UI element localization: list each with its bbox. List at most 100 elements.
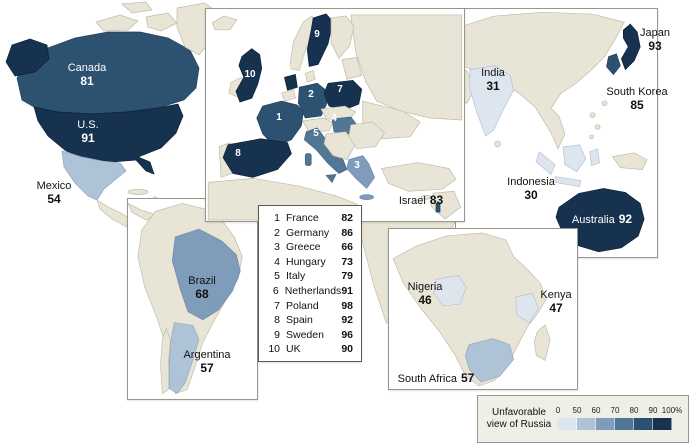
country-japan [620, 23, 641, 71]
europe-ranking-list: 1 France 82 2 Germany 86 3 Greece 66 4 Hungary 7… [258, 205, 362, 362]
label-israel: Israel 83 [390, 191, 452, 209]
legend-title-line2: view of Russia [486, 419, 552, 430]
country-sweden [306, 13, 334, 67]
land-madagascar [534, 324, 551, 361]
legend-swatch [577, 418, 596, 430]
country-name: Argentina [183, 349, 231, 361]
land-turkey [381, 162, 457, 192]
country-name: Spain [286, 314, 313, 327]
legend-swatch [558, 418, 577, 430]
country-value: 96 [341, 328, 353, 341]
country-name: India [481, 67, 505, 79]
list-item: 4 Hungary 73 [265, 255, 353, 270]
country-value: 79 [341, 270, 353, 283]
marker-italy: 5 [313, 128, 319, 139]
list-item: 10 UK 90 [265, 342, 353, 357]
land-balkans [323, 131, 356, 160]
land-philippines [594, 124, 601, 130]
land-cuba [127, 189, 149, 195]
legend-tick: 60 [591, 406, 601, 415]
land-czech-slovakia [320, 105, 357, 121]
marker-france: 1 [276, 112, 282, 123]
legend-swatch [653, 418, 672, 430]
list-item: 3 Greece 66 [265, 240, 353, 255]
label-south-korea: South Korea 85 [601, 86, 673, 112]
country-value: 98 [341, 299, 353, 312]
legend-swatch [596, 418, 615, 430]
label-nigeria: Nigeria 46 [400, 281, 450, 307]
land-belgium [281, 88, 296, 102]
land-arctic-islands [145, 12, 178, 32]
country-us-alaska [5, 38, 50, 77]
legend-swatches [558, 418, 682, 430]
rank: 3 [274, 241, 280, 254]
country-italy [303, 127, 348, 174]
country-value: 92 [341, 314, 353, 327]
land-alps [301, 117, 334, 133]
label-australia: Australia 92 [560, 210, 644, 228]
asia-oceania-inset [455, 8, 658, 258]
land-new-guinea [611, 152, 648, 171]
country-netherlands [284, 73, 298, 91]
country-name: Netherlands [284, 284, 342, 297]
country-name: Nigeria [407, 281, 443, 293]
south-america-map [128, 203, 243, 395]
rank: 2 [274, 226, 280, 239]
land-arctic-islands [95, 14, 139, 32]
list-item: 8 Spain 92 [265, 313, 353, 328]
marker-spain: 8 [235, 148, 241, 159]
legend-ticks: 0 50 60 70 80 90 100% [556, 406, 682, 416]
europe-inset [205, 8, 465, 222]
rank: 7 [274, 299, 280, 312]
label-south-africa: South Africa 57 [392, 369, 480, 387]
legend-scale: 0 50 60 70 80 90 100% [556, 406, 682, 432]
marker-sweden: 9 [314, 29, 320, 40]
country-value: 31 [486, 79, 500, 93]
country-name: Brazil [188, 275, 216, 287]
land-sardinia [304, 153, 312, 166]
land-arctic-islands [121, 1, 153, 14]
list-item: 2 Germany 86 [265, 226, 353, 241]
country-name: Israel [398, 195, 426, 207]
list-item: 5 Italy 79 [265, 269, 353, 284]
country-name: UK [286, 343, 301, 356]
marker-poland: 7 [337, 84, 343, 95]
country-name: Canada [67, 62, 107, 74]
country-indonesia-sulawesi [589, 148, 600, 167]
land-crete [359, 194, 374, 201]
land-sri-lanka [494, 140, 501, 148]
country-indonesia-java [554, 176, 582, 187]
country-indonesia-borneo [562, 144, 587, 173]
label-japan: Japan 93 [631, 27, 679, 53]
country-name: Kenya [540, 289, 572, 301]
country-poland [323, 79, 363, 111]
country-value: 57 [200, 361, 214, 375]
country-name: Australia [571, 214, 615, 226]
land-iceland [211, 15, 238, 31]
legend-tick: 90 [648, 406, 658, 415]
rank: 10 [268, 343, 280, 356]
legend: Unfavorable view of Russia 0 50 60 70 80… [477, 395, 689, 443]
country-name: Italy [286, 270, 306, 283]
country-name: Germany [286, 226, 330, 239]
country-value: 54 [47, 192, 61, 206]
country-name: South Africa [397, 373, 457, 385]
legend-tick: 70 [610, 406, 620, 415]
country-value: 82 [341, 212, 353, 224]
europe-map [207, 13, 463, 221]
land-chile [160, 327, 171, 395]
land-denmark [304, 69, 316, 83]
country-value: 83 [429, 193, 444, 207]
country-value: 81 [80, 74, 94, 88]
country-brazil [171, 228, 241, 321]
country-uk [235, 48, 263, 103]
list-item: 9 Sweden 96 [265, 328, 353, 343]
label-india: India 31 [468, 67, 518, 93]
label-us: U.S. 91 [62, 119, 114, 145]
land-central-america-tail [128, 203, 156, 221]
rank: 1 [274, 212, 280, 224]
marker-hungary: 4 [331, 113, 337, 124]
list-item: 7 Poland 98 [265, 299, 353, 314]
country-value: 85 [630, 98, 644, 112]
rank: 8 [274, 314, 280, 327]
